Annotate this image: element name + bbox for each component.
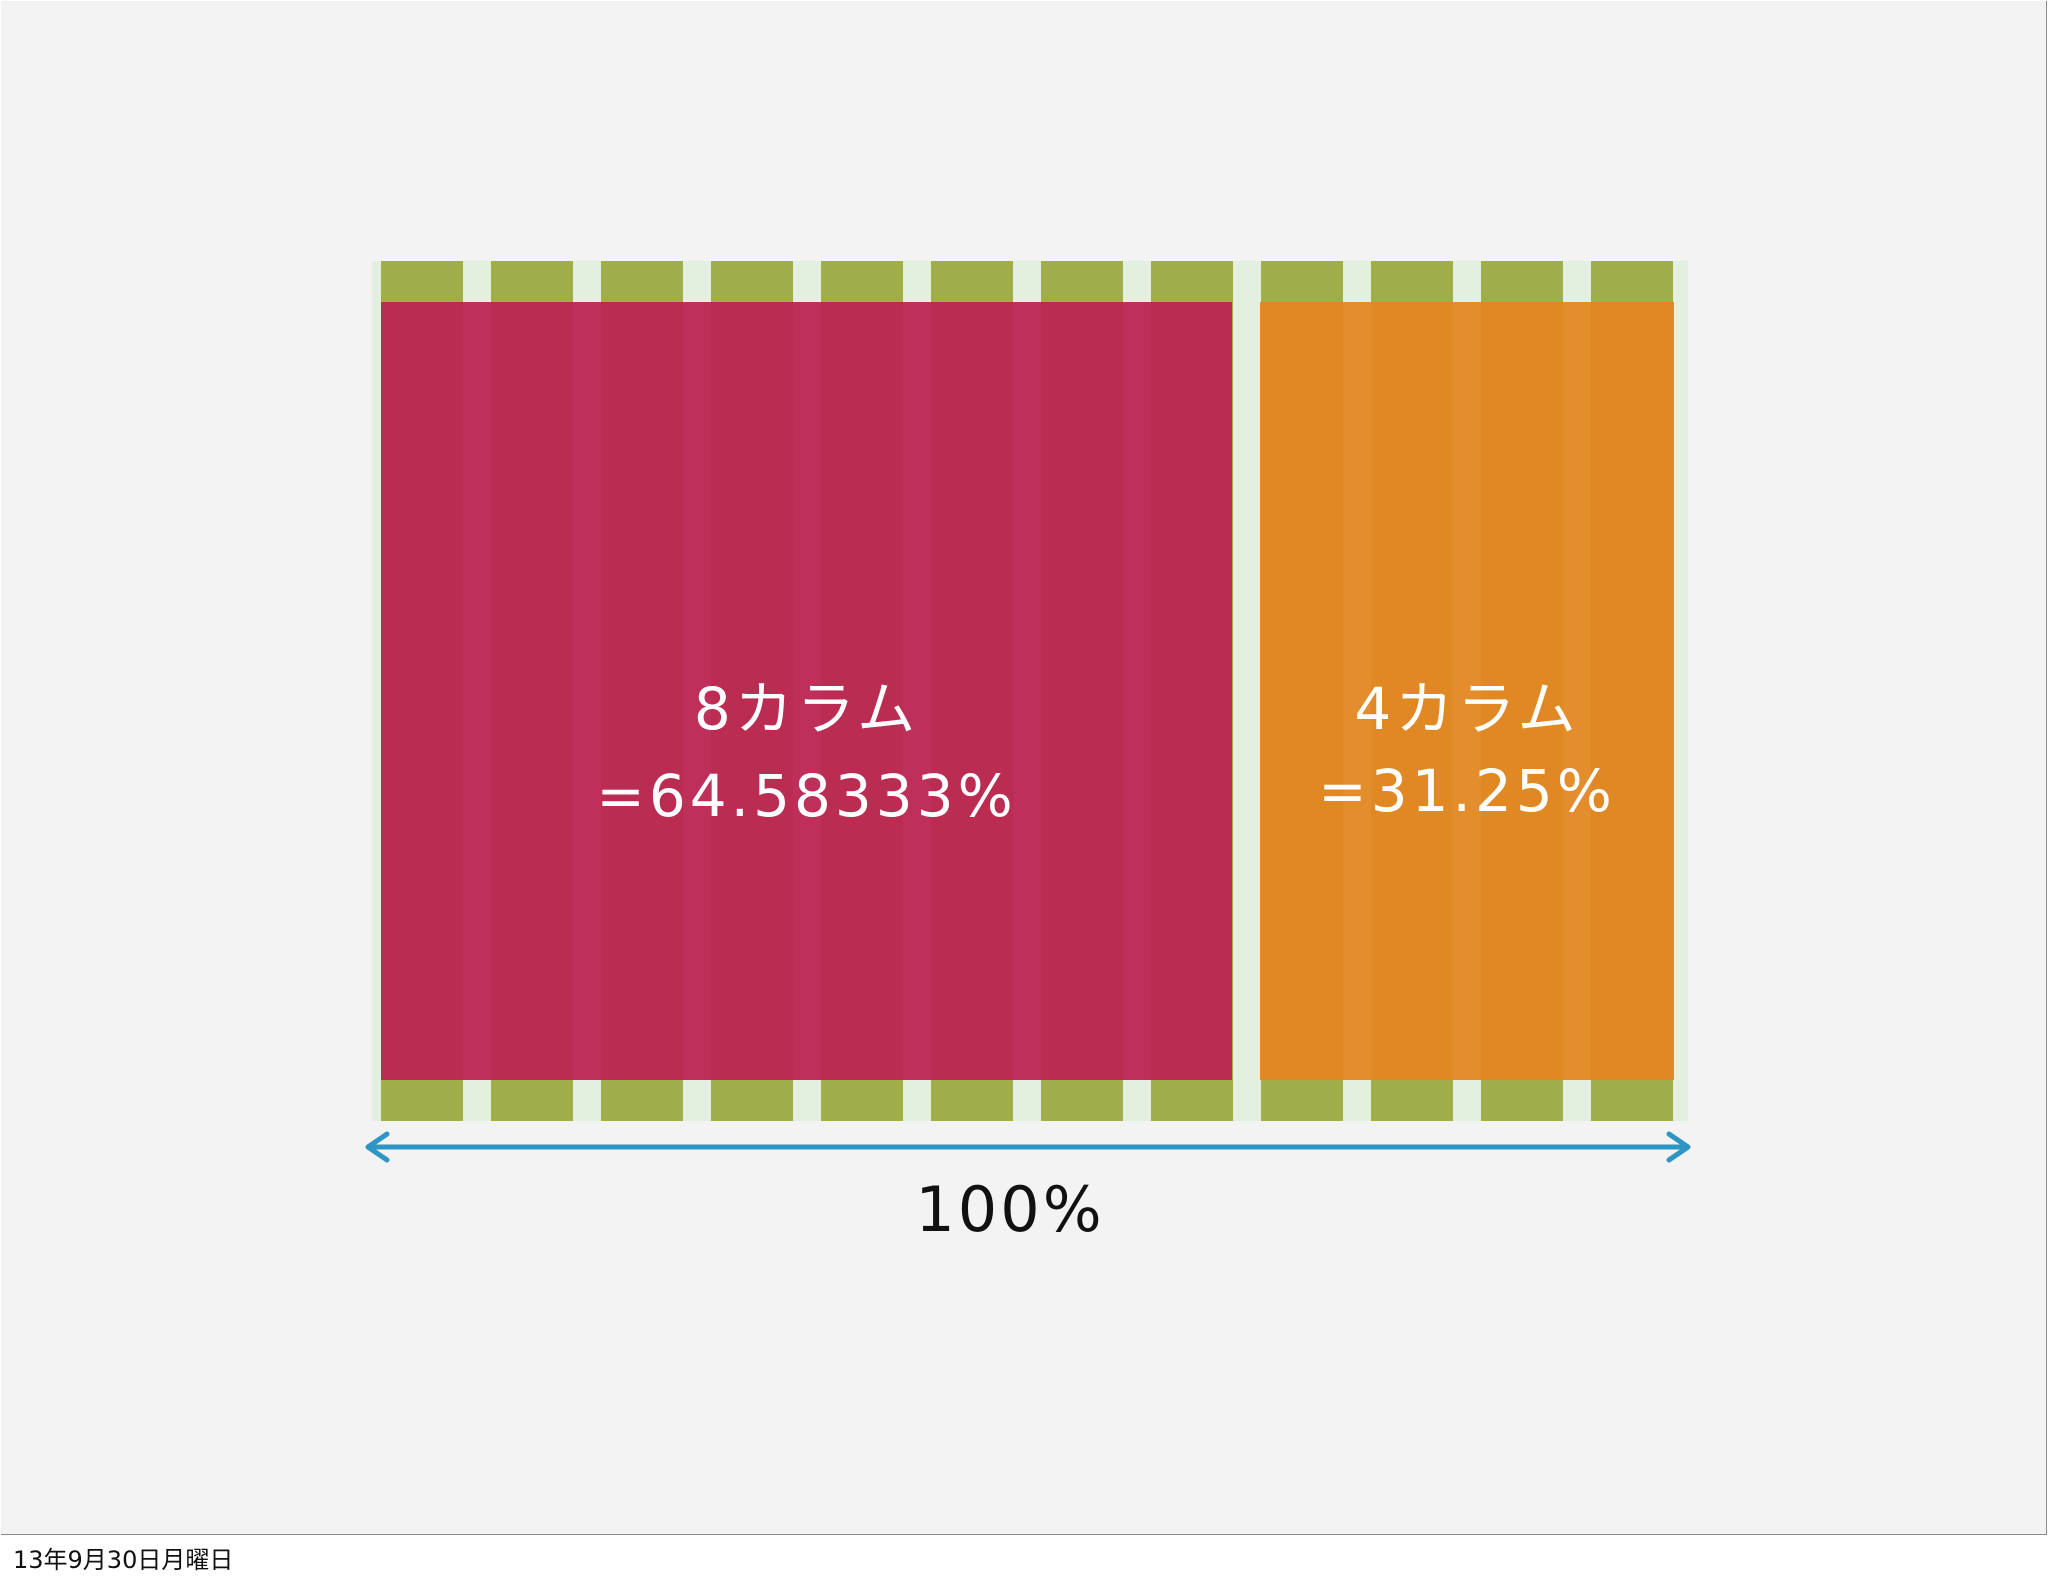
arrow-left-head-icon (365, 1131, 390, 1163)
eight-column-percentage: =64.58333% (596, 762, 1017, 830)
four-column-title: 4カラム (1354, 675, 1580, 743)
arrow-right-head-icon (1666, 1131, 1691, 1163)
four-column-percentage: =31.25% (1318, 757, 1616, 825)
footer-date: 13年9月30日月曜日 (13, 1546, 234, 1574)
eight-column-title: 8カラム (693, 675, 920, 743)
total-width-label: 100% (915, 1173, 1105, 1246)
four-column-block: 4カラム =31.25% (1260, 302, 1674, 1080)
eight-column-block: 8カラム =64.58333% (381, 302, 1232, 1080)
twelve-column-grid: 8カラム =64.58333% 4カラム =31.25% (372, 261, 1688, 1121)
slide: 8カラム =64.58333% 4カラム =31.25% 100% (1, 1, 2047, 1535)
